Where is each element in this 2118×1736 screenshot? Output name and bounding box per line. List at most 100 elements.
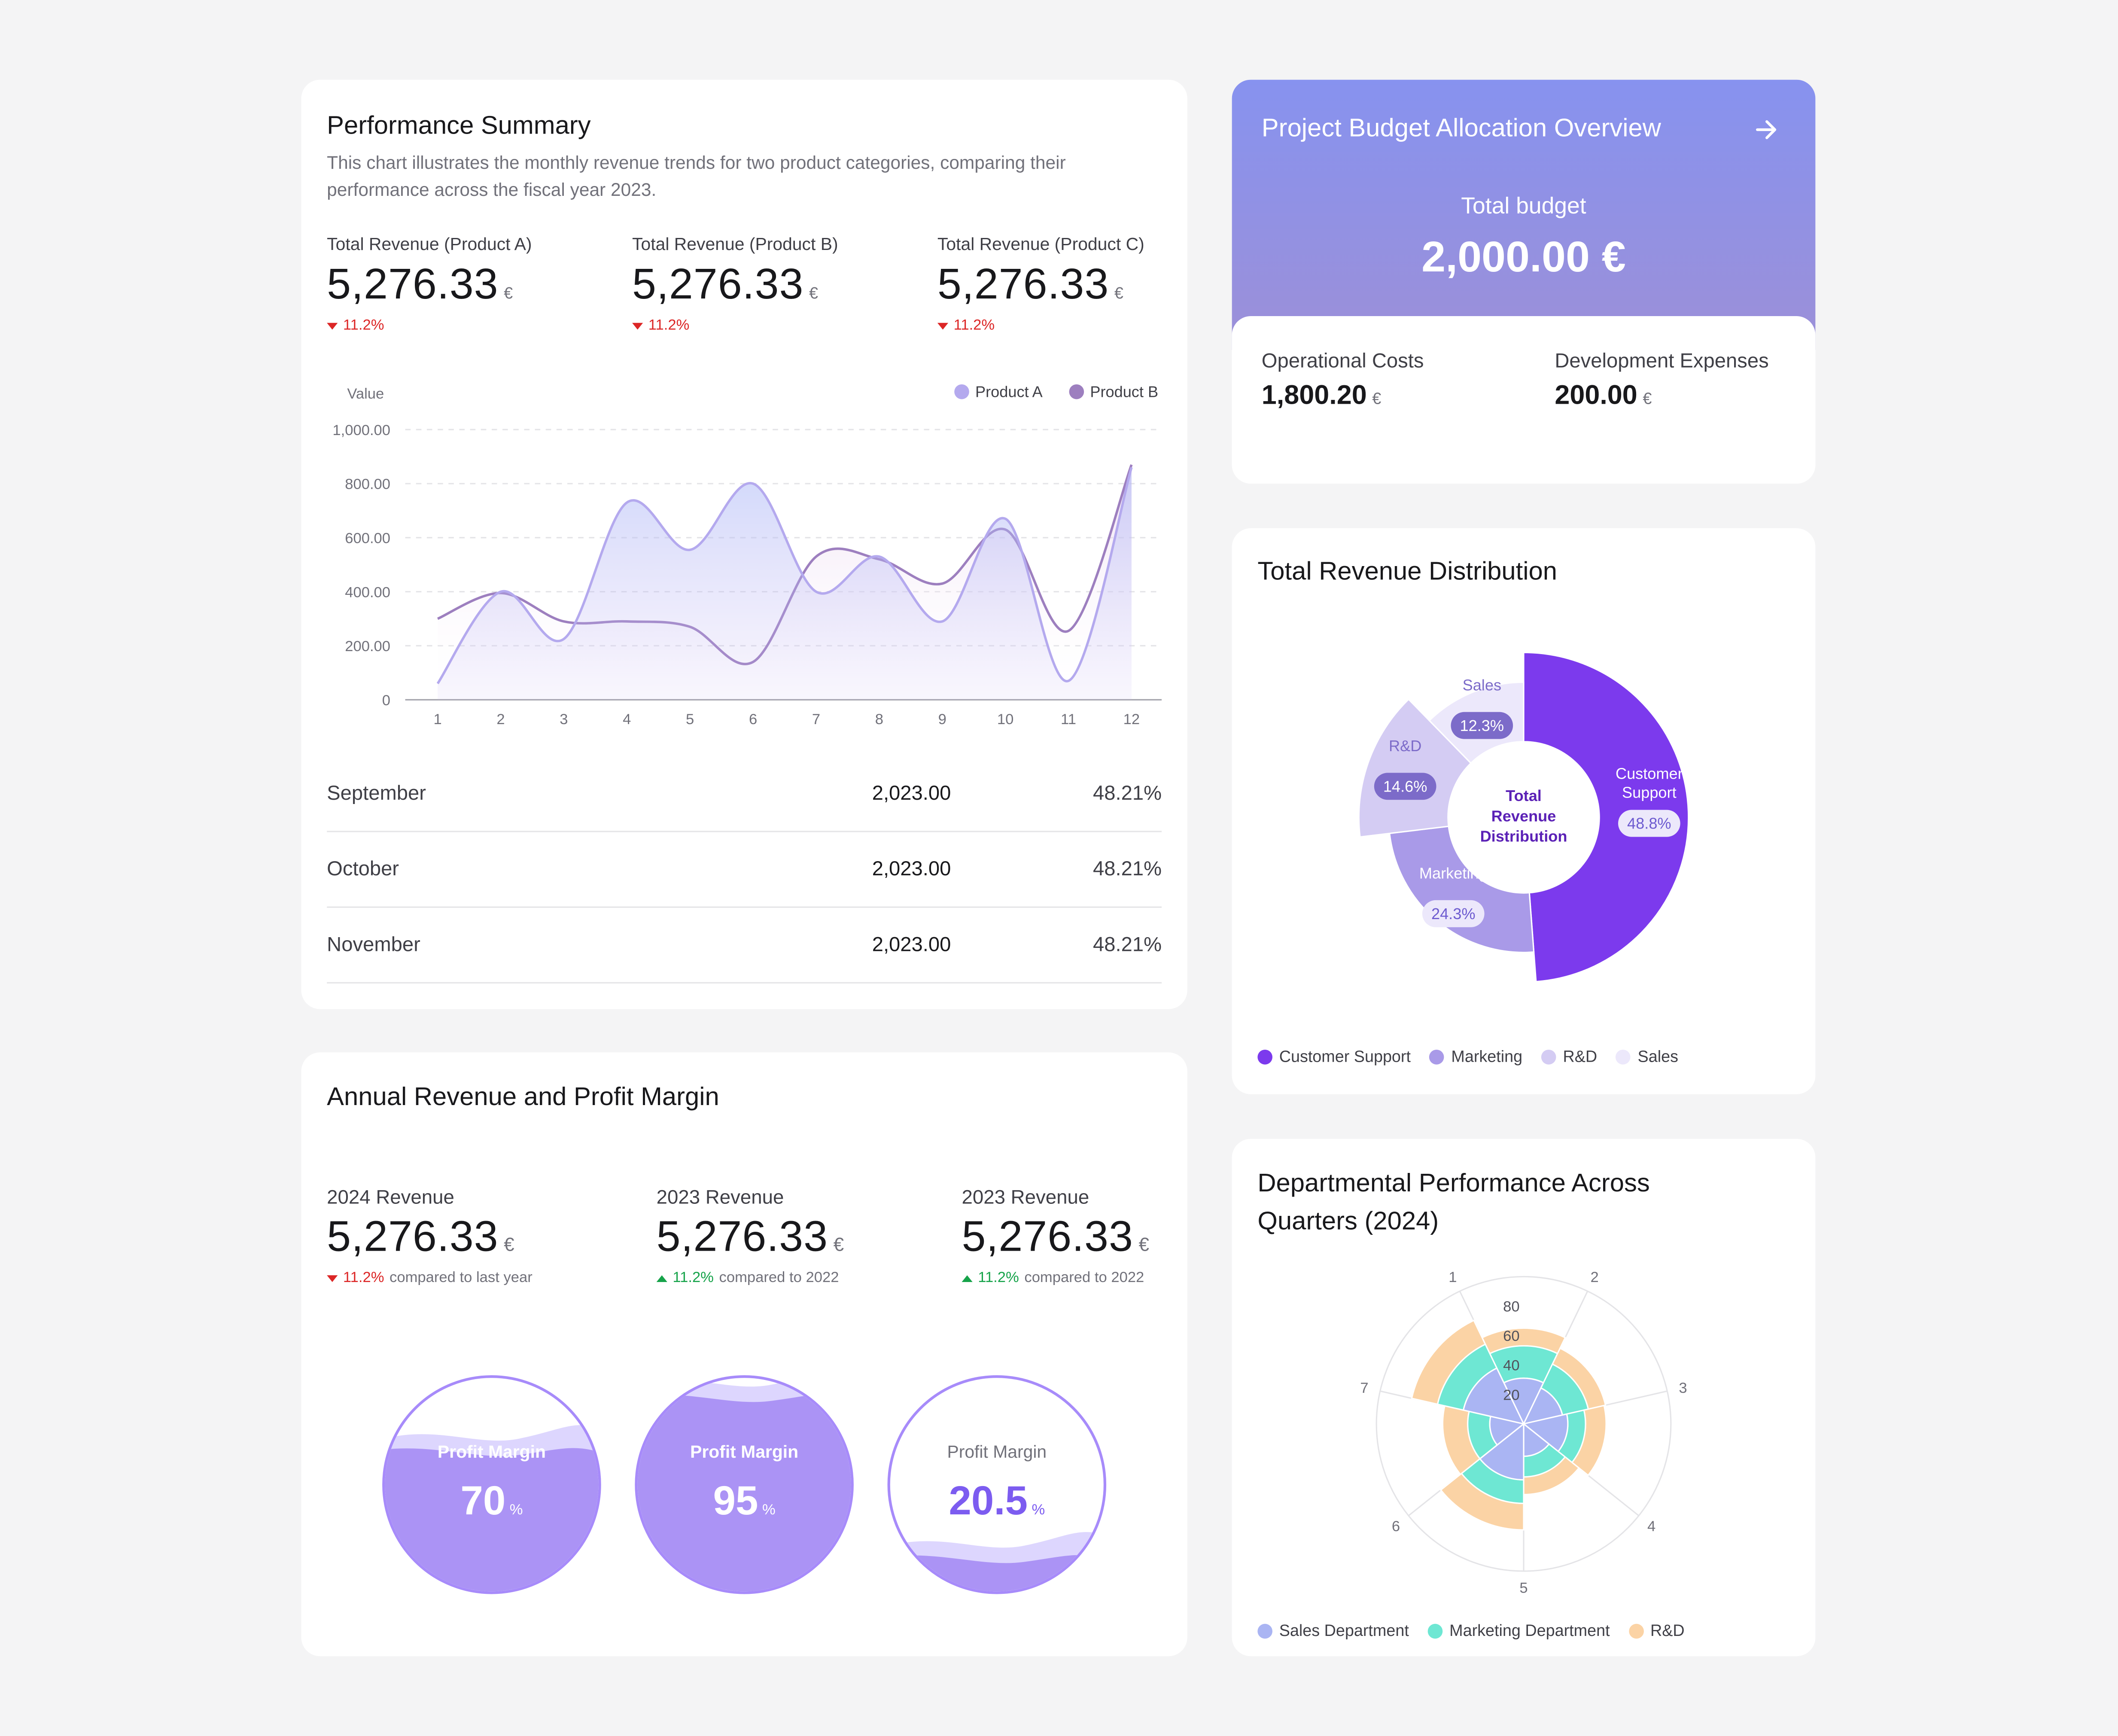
kpi-product-b: Total Revenue (Product B) 5,276.33 € 11.…	[632, 234, 838, 334]
delta-badge: 11.2%	[632, 317, 838, 334]
budget-card: Project Budget Allocation Overview Total…	[1232, 80, 1816, 484]
title-line: Departmental Performance Across	[1257, 1166, 1649, 1203]
legend-swatch	[1257, 1049, 1272, 1064]
legend-item[interactable]: Customer Support	[1257, 1047, 1411, 1066]
kpi-product-c: Total Revenue (Product C) 5,276.33 € 11.…	[937, 234, 1144, 334]
series-area	[438, 467, 1132, 700]
legend-item[interactable]: Sales	[1616, 1047, 1678, 1066]
kpi-value: 5,276.33	[657, 1212, 828, 1261]
card-title: Total Revenue Distribution	[1257, 558, 1557, 588]
currency-symbol: €	[1114, 284, 1123, 303]
currency-symbol: €	[1138, 1233, 1149, 1255]
y-tick-label: 1,000.00	[332, 422, 390, 439]
item-label: Development Expenses	[1555, 350, 1768, 373]
title-line: Quarters (2024)	[1257, 1204, 1649, 1242]
kpi-product-a: Total Revenue (Product A) 5,276.33 € 11.…	[327, 234, 532, 334]
card-title: Performance Summary	[327, 112, 590, 142]
delta-value: 11.2%	[343, 1270, 384, 1286]
kpi-2023-revenue-2: 2023 Revenue 5,276.33 € 11.2% compared t…	[962, 1188, 1149, 1286]
legend-swatch	[1069, 384, 1084, 399]
legend-swatch	[954, 384, 969, 399]
x-tick-label: 7	[812, 711, 820, 728]
legend-item[interactable]: R&D	[1629, 1621, 1685, 1640]
slice-value-label: 12.3%	[1460, 717, 1504, 734]
x-tick-label: 3	[560, 711, 568, 728]
legend-item[interactable]: Sales Department	[1257, 1621, 1409, 1640]
x-tick-label: 8	[875, 711, 883, 728]
y-tick-label: 200.00	[345, 638, 390, 655]
kpi-2024-revenue: 2024 Revenue 5,276.33 € 11.2% compared t…	[327, 1188, 533, 1286]
legend-swatch	[1616, 1049, 1631, 1064]
legend-item[interactable]: R&D	[1541, 1047, 1597, 1066]
angular-tick-label: 1	[1449, 1269, 1457, 1285]
card-description: This chart illustrates the monthly reven…	[327, 150, 1137, 204]
x-tick-label: 5	[686, 711, 694, 728]
polar-legend: Sales Department Marketing Department R&D	[1257, 1621, 1684, 1640]
operational-costs: Operational Costs 1,800.20 €	[1262, 350, 1424, 412]
departmental-performance-card: Departmental Performance Across Quarters…	[1232, 1139, 1816, 1657]
x-tick-label: 1	[433, 711, 441, 728]
legend-item[interactable]: Marketing	[1430, 1047, 1522, 1066]
kpi-label: 2024 Revenue	[327, 1188, 533, 1209]
legend-label: Customer Support	[1279, 1047, 1411, 1066]
delta-value: 11.2%	[343, 317, 384, 334]
month-cell: November	[327, 933, 762, 956]
gauge-label: Profit Margin	[438, 1442, 546, 1462]
revenue-donut-chart: CustomerSupport48.8%Marketing24.3%R&D14.…	[1232, 612, 1816, 1017]
caret-down-icon	[937, 322, 948, 329]
legend-swatch	[1257, 1623, 1272, 1638]
delta-value: 11.2%	[954, 317, 995, 334]
kpi-label: 2023 Revenue	[962, 1188, 1149, 1209]
caret-down-icon	[327, 322, 338, 329]
delta-value: 11.2%	[673, 1270, 714, 1286]
legend-item[interactable]: Marketing Department	[1428, 1621, 1610, 1640]
card-title: Annual Revenue and Profit Margin	[327, 1084, 719, 1113]
caret-up-icon	[962, 1275, 973, 1282]
currency-symbol: €	[1372, 389, 1381, 408]
budget-details: Operational Costs 1,800.20 € Development…	[1232, 316, 1816, 484]
delta-badge: 11.2% compared to last year	[327, 1270, 533, 1286]
delta-badge: 11.2% compared to 2022	[962, 1270, 1149, 1286]
slice-name-label: Sales	[1463, 676, 1501, 694]
angular-tick-label: 6	[1392, 1518, 1400, 1535]
delta-note: compared to 2022	[719, 1270, 839, 1286]
annual-revenue-card: Annual Revenue and Profit Margin 2024 Re…	[301, 1052, 1187, 1656]
donut-legend: Customer Support Marketing R&D Sales	[1257, 1047, 1678, 1066]
legend-label: Sales	[1638, 1047, 1678, 1066]
y-tick-label: 800.00	[345, 476, 390, 493]
kpi-label: Total Revenue (Product B)	[632, 234, 838, 254]
angular-tick-label: 3	[1679, 1380, 1687, 1396]
slice-name-label: Support	[1622, 783, 1677, 801]
slice-value-label: 24.3%	[1431, 905, 1476, 923]
percent-cell: 48.21%	[951, 858, 1162, 880]
slice-name-label: R&D	[1389, 737, 1421, 755]
angular-tick-label: 7	[1360, 1380, 1368, 1396]
currency-symbol: €	[504, 1233, 514, 1255]
donut-center-label: Distribution	[1480, 828, 1567, 845]
legend-swatch	[1430, 1049, 1445, 1064]
y-tick-label: 400.00	[345, 584, 390, 600]
legend-swatch	[1541, 1049, 1556, 1064]
legend-swatch	[1629, 1623, 1644, 1638]
delta-note: compared to 2022	[1024, 1270, 1144, 1286]
arrow-right-icon[interactable]	[1752, 115, 1782, 144]
delta-value: 11.2%	[648, 317, 690, 334]
delta-value: 11.2%	[978, 1270, 1019, 1286]
item-label: Operational Costs	[1262, 350, 1424, 373]
x-tick-label: 12	[1123, 711, 1140, 728]
legend-label: Sales Department	[1279, 1621, 1409, 1640]
delta-badge: 11.2%	[327, 317, 532, 334]
donut-center-label: Total	[1506, 787, 1542, 804]
caret-up-icon	[657, 1275, 667, 1282]
x-tick-label: 2	[496, 711, 505, 728]
kpi-label: Total Revenue (Product C)	[937, 234, 1144, 254]
legend-label: Marketing Department	[1449, 1621, 1610, 1640]
y-tick-label: 0	[382, 692, 390, 709]
caret-down-icon	[327, 1275, 338, 1282]
kpi-value: 5,276.33	[327, 1212, 498, 1261]
donut-center-label: Revenue	[1491, 807, 1556, 825]
table-row: September 2,023.00 48.21%	[327, 756, 1162, 832]
gauge-label: Profit Margin	[947, 1442, 1047, 1462]
